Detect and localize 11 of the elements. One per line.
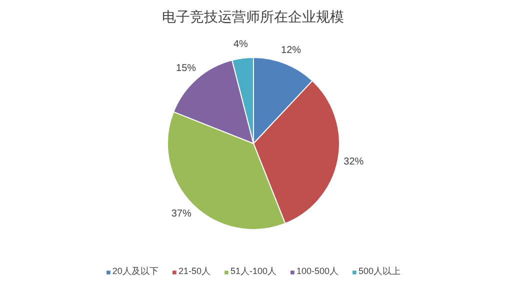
data-label: 4% (233, 38, 248, 50)
legend-label: 21-50人 (178, 265, 210, 278)
data-label: 37% (171, 208, 192, 220)
data-label: 12% (281, 45, 302, 56)
legend-label: 500人以上 (358, 265, 401, 278)
legend-label: 100-500人 (296, 265, 339, 278)
data-label: 15% (176, 62, 196, 74)
data-label: 32% (344, 156, 364, 168)
chart-title: 电子竞技运营师所在企业规模 (162, 8, 344, 24)
legend-label: 20人及以下 (112, 265, 158, 278)
legend-label: 51人-100人 (230, 265, 277, 278)
